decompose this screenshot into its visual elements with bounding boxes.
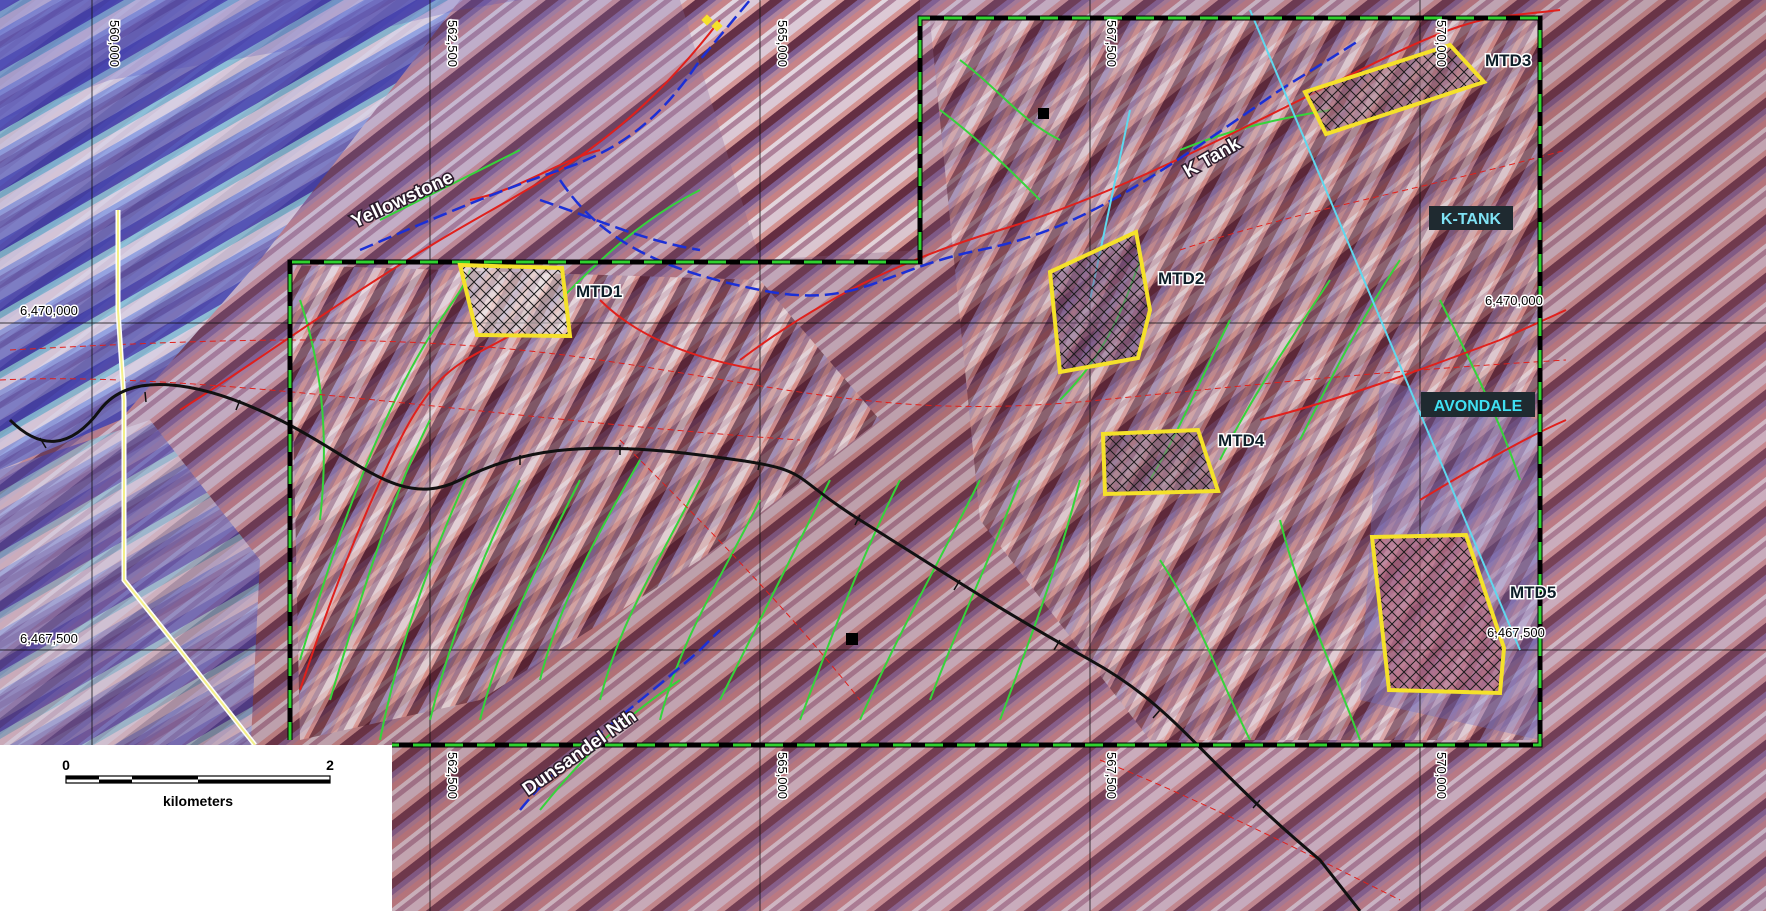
tenement-outline bbox=[287, 15, 1543, 748]
easting-label: 570,000 bbox=[1434, 752, 1449, 799]
target-label-mtd5: MTD5 bbox=[1510, 583, 1556, 602]
easting-label: 565,000 bbox=[775, 20, 790, 67]
target-label-mtd1: MTD1 bbox=[576, 282, 622, 301]
scale-bar: 0 2 kilometers bbox=[0, 745, 392, 911]
target-mtd2[interactable] bbox=[1047, 229, 1153, 375]
drillhole-marker bbox=[1038, 108, 1049, 119]
easting-labels-bottom: 562,500 565,000 567,500 570,000 bbox=[444, 751, 1451, 801]
easting-label: 567,500 bbox=[1104, 752, 1119, 799]
scale-bar-unit: kilometers bbox=[163, 793, 233, 809]
easting-label: 570,000 bbox=[1434, 20, 1449, 67]
svg-text:AVONDALE: AVONDALE bbox=[1434, 398, 1523, 415]
northing-label: 6,467,500 bbox=[1487, 625, 1545, 640]
scale-bar-end: 2 bbox=[326, 757, 334, 773]
tenement-label-avondale: AVONDALE bbox=[1421, 392, 1535, 417]
svg-text:K-TANK: K-TANK bbox=[1441, 211, 1502, 228]
easting-labels-top: 560,000 562,500 565,000 567,500 570,000 bbox=[106, 19, 1451, 69]
scale-bar-start: 0 bbox=[62, 757, 70, 773]
railway-line bbox=[8, 383, 1362, 911]
northing-label: 6,467,500 bbox=[20, 631, 78, 646]
fault-lines-red-thin bbox=[0, 149, 1567, 901]
easting-label: 562,500 bbox=[445, 752, 460, 799]
target-labels: MTD1 MTD2 MTD3 MTD4 MTD5 bbox=[575, 50, 1558, 604]
drillhole-marker bbox=[846, 633, 858, 645]
target-mtd4[interactable] bbox=[1100, 427, 1221, 497]
road-line bbox=[115, 210, 257, 747]
target-mtd5[interactable] bbox=[1369, 532, 1507, 696]
target-mtd1[interactable] bbox=[457, 262, 573, 339]
easting-label: 562,500 bbox=[445, 20, 460, 67]
tenement-label-k-tank: K-TANK bbox=[1429, 206, 1513, 230]
northing-label: 6,470,000 bbox=[20, 303, 78, 318]
target-label-mtd2: MTD2 bbox=[1158, 269, 1204, 288]
easting-label: 560,000 bbox=[107, 20, 122, 67]
easting-label: 565,000 bbox=[775, 752, 790, 799]
northing-label: 6,470,000 bbox=[1485, 293, 1543, 308]
fault-lines-red bbox=[179, 9, 1567, 691]
target-label-mtd4: MTD4 bbox=[1218, 431, 1265, 450]
fault-lines-blue bbox=[359, 0, 1361, 811]
easting-label: 567,500 bbox=[1104, 20, 1119, 67]
target-mtd3[interactable] bbox=[1302, 42, 1488, 137]
target-label-mtd3: MTD3 bbox=[1485, 51, 1531, 70]
railway-ticks bbox=[39, 391, 1261, 809]
magnetic-contours bbox=[299, 59, 1521, 811]
northing-labels: 6,470,000 6,467,500 6,470,000 6,467,500 bbox=[19, 292, 1547, 648]
